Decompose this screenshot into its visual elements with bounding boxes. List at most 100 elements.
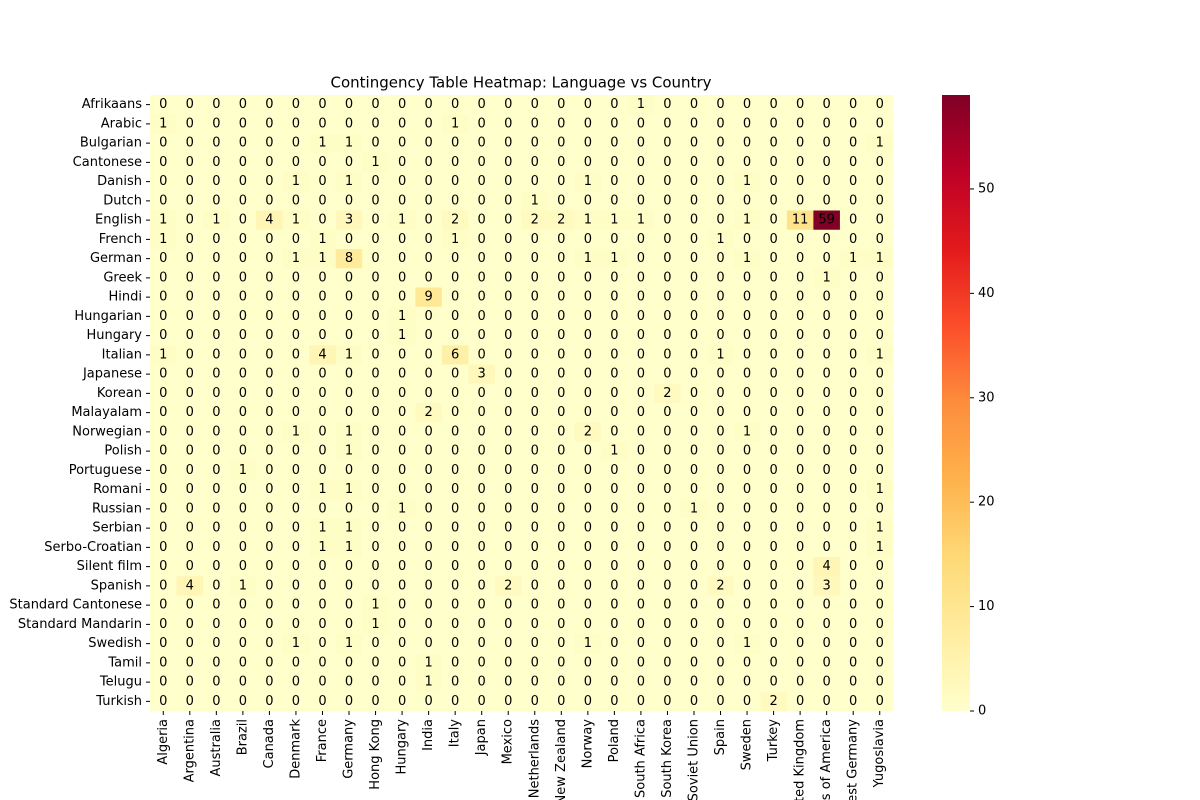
heatmap-cell	[521, 345, 549, 365]
cell-label: 0	[212, 578, 220, 593]
cell-label: 0	[557, 251, 565, 266]
heatmap-cell	[309, 403, 337, 423]
heatmap-cell	[203, 480, 231, 500]
heatmap-cell	[839, 422, 867, 442]
heatmap-cell	[839, 326, 867, 346]
heatmap-cell	[256, 95, 284, 115]
heatmap-cell	[548, 229, 575, 250]
heatmap-cell	[574, 595, 602, 616]
cell-label: 1	[424, 655, 432, 670]
cell-label: 0	[265, 521, 273, 536]
row-label: Cantonese	[73, 155, 142, 170]
heatmap-cell	[203, 210, 231, 231]
cell-label: 0	[398, 655, 406, 670]
heatmap-cell	[229, 460, 257, 481]
heatmap-cell	[229, 383, 257, 404]
column-label: New Zealand	[554, 719, 569, 800]
heatmap-cell	[203, 634, 231, 654]
cell-label: 0	[345, 694, 353, 709]
heatmap-cell	[866, 460, 894, 481]
cell-label: 0	[398, 174, 406, 189]
heatmap-cell	[441, 460, 469, 481]
heatmap-cell	[468, 595, 496, 616]
heatmap-cell	[707, 364, 735, 385]
heatmap-cell	[786, 634, 814, 654]
cell-label: 0	[823, 155, 831, 170]
cell-label: 0	[849, 598, 857, 613]
heatmap-cell	[362, 595, 390, 616]
cell-label: 0	[186, 617, 194, 632]
heatmap-cell	[441, 499, 469, 519]
cell-label: 0	[212, 97, 220, 112]
heatmap-cell	[203, 595, 231, 616]
heatmap-cell	[601, 614, 629, 635]
cell-label: 0	[610, 482, 618, 497]
heatmap-cell	[494, 383, 522, 404]
heatmap-cell	[229, 95, 257, 115]
cell-label: 1	[159, 232, 167, 247]
heatmap-cell	[680, 691, 708, 712]
heatmap-cell	[388, 95, 416, 115]
heatmap-cell	[574, 403, 602, 423]
heatmap-cell	[256, 537, 284, 558]
heatmap-cell	[786, 518, 814, 539]
heatmap-cell	[362, 518, 390, 539]
cell-label: 0	[371, 636, 379, 651]
cell-label: 0	[663, 501, 671, 516]
heatmap-cell	[521, 595, 549, 616]
cell-label: 0	[876, 463, 884, 478]
heatmap-cell	[548, 576, 575, 596]
cell-label: 0	[478, 136, 486, 151]
heatmap-cell	[388, 614, 416, 635]
heatmap-cell	[229, 403, 257, 423]
cell-label: 1	[345, 174, 353, 189]
heatmap-cell	[760, 441, 788, 462]
heatmap-cell	[680, 114, 708, 134]
cell-label: 0	[186, 405, 194, 420]
heatmap-cell	[309, 326, 337, 346]
heatmap-cell	[707, 653, 735, 673]
cell-label: 0	[345, 309, 353, 324]
cell-label: 0	[876, 444, 884, 459]
cell-label: 0	[424, 97, 432, 112]
cell-label: 0	[557, 540, 565, 555]
heatmap-cell	[521, 634, 549, 654]
heatmap-cell	[760, 287, 788, 308]
heatmap-cell	[203, 306, 231, 327]
heatmap-cell	[468, 326, 496, 346]
heatmap-cell	[362, 172, 390, 192]
cell-label: 0	[743, 578, 751, 593]
heatmap-cell	[362, 460, 390, 481]
heatmap-cell	[441, 653, 469, 673]
heatmap-cell	[733, 460, 761, 481]
cell-label: 0	[690, 155, 698, 170]
cell-label: 0	[849, 463, 857, 478]
cell-label: 0	[610, 501, 618, 516]
cell-label: 0	[504, 694, 512, 709]
heatmap-cell	[494, 326, 522, 346]
cell-label: 0	[769, 309, 777, 324]
cell-label: 1	[637, 213, 645, 228]
heatmap-cell	[441, 191, 469, 211]
heatmap-cell	[760, 672, 788, 693]
cell-label: 1	[584, 251, 592, 266]
cell-label: 0	[743, 675, 751, 690]
cell-label: 0	[637, 405, 645, 420]
cell-label: 0	[690, 251, 698, 266]
cell-label: 0	[716, 617, 724, 632]
heatmap-cell	[282, 210, 310, 231]
cell-label: 0	[478, 386, 486, 401]
row-label: Norwegian	[72, 424, 142, 439]
cell-label: 0	[265, 482, 273, 497]
cell-label: 1	[610, 213, 618, 228]
cell-label: 0	[265, 347, 273, 362]
cell-label: 0	[849, 501, 857, 516]
cell-label: 0	[186, 501, 194, 516]
cell-label: 0	[663, 290, 671, 305]
cell-label: 0	[478, 636, 486, 651]
heatmap-cell	[176, 364, 204, 385]
heatmap-cell	[601, 287, 629, 308]
cell-label: 0	[637, 136, 645, 151]
colorbar-tick-label: 50	[978, 181, 995, 196]
cell-label: 0	[716, 424, 724, 439]
